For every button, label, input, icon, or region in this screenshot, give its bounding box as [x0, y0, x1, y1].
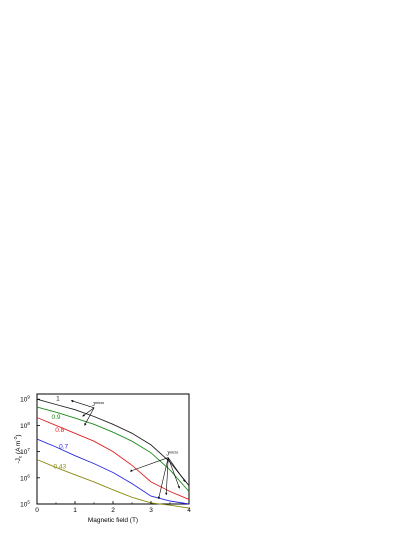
series-label-0-9: 0.9	[51, 414, 60, 421]
y-tick-group: 109 108 107 106 105	[20, 395, 40, 509]
y-axis-label: -Jc (A m-2)	[13, 434, 23, 463]
annotation-arrow	[84, 407, 95, 426]
series-group	[36, 398, 190, 509]
series-line-0-8	[36, 417, 190, 500]
y-tick-label: 105	[20, 500, 30, 509]
jmicro-annotation: Jmicro	[92, 401, 104, 408]
plot-area: 0 1 2 3 4 109 108 107 106 105 1 0.9 0.8 0.7 0.43 Jmi…	[20, 393, 191, 514]
x-tick-label: 2	[111, 507, 115, 514]
annotation-arrow	[70, 400, 95, 409]
series-line-0-9	[36, 406, 190, 492]
annotation-arrow	[157, 457, 169, 500]
annotation-group: Jmicro Jmicro	[70, 400, 186, 500]
series-label-0-43: 0.43	[53, 464, 66, 471]
x-tick-label: 4	[187, 507, 191, 514]
x-tick-label: 1	[73, 507, 77, 514]
series-label-1: 1	[56, 396, 60, 403]
series-line-0-7	[36, 438, 190, 505]
annotation-arrow	[167, 457, 180, 489]
y-tick-label: 106	[20, 473, 30, 482]
x-axis-label: Magnetic field (T)	[88, 517, 138, 524]
annotation-arrow	[165, 457, 169, 496]
series-line-0-43	[36, 459, 190, 509]
series-line-1	[36, 398, 190, 486]
y-tick-label: 109	[20, 395, 30, 404]
annotation-arrow	[82, 407, 95, 417]
series-label-group: 1 0.9 0.8 0.7 0.43	[51, 396, 68, 471]
series-label-0-8: 0.8	[55, 427, 64, 434]
y-tick-label: 108	[20, 421, 30, 430]
jmicro-annotation: Jmicro	[166, 451, 178, 458]
series-label-0-7: 0.7	[59, 443, 68, 450]
x-tick-group: 0 1 2 3 4	[35, 501, 191, 514]
annotation-arrow	[167, 457, 186, 482]
x-tick-label: 0	[35, 507, 39, 514]
x-tick-label: 3	[149, 507, 153, 514]
y-tick-label: 107	[20, 447, 30, 456]
annotation-arrow	[129, 457, 169, 472]
